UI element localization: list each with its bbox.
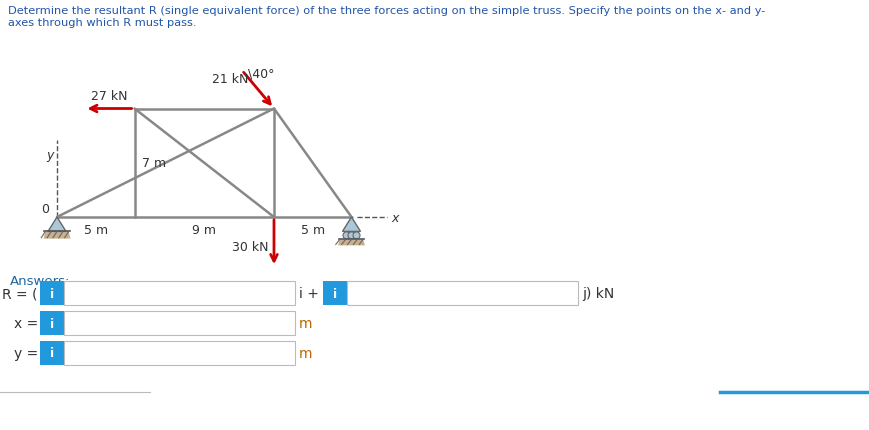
Text: 5 m: 5 m	[301, 224, 325, 236]
Text: i: i	[50, 347, 54, 359]
Text: Determine the resultant R (single equivalent force) of the three forces acting o: Determine the resultant R (single equiva…	[8, 6, 766, 16]
Text: m: m	[299, 346, 313, 360]
Text: m: m	[299, 316, 313, 330]
Text: 0: 0	[41, 203, 49, 215]
Text: 9 m: 9 m	[192, 224, 216, 236]
Polygon shape	[48, 218, 66, 232]
Text: x: x	[392, 211, 399, 224]
Circle shape	[353, 232, 360, 240]
Text: \40°: \40°	[248, 67, 275, 80]
Bar	[64, 311, 295, 335]
Bar	[40, 311, 64, 335]
Text: i +: i +	[299, 286, 319, 300]
Text: 5 m: 5 m	[83, 224, 108, 236]
Circle shape	[348, 232, 355, 240]
Bar	[40, 341, 64, 365]
Circle shape	[343, 232, 350, 240]
Bar	[40, 281, 64, 305]
Bar	[64, 341, 295, 365]
Text: axes through which R must pass.: axes through which R must pass.	[8, 18, 196, 28]
Text: i: i	[50, 317, 54, 330]
Text: 7 m: 7 m	[143, 157, 167, 170]
Polygon shape	[342, 218, 361, 232]
Polygon shape	[338, 240, 365, 246]
Text: y =: y =	[14, 346, 38, 360]
Bar	[323, 281, 347, 305]
Text: 21 kN: 21 kN	[212, 73, 249, 86]
Text: x =: x =	[14, 316, 38, 330]
Polygon shape	[43, 232, 70, 239]
Bar	[347, 281, 578, 305]
Text: i: i	[50, 287, 54, 300]
Text: y: y	[47, 149, 54, 162]
Text: 30 kN: 30 kN	[233, 241, 269, 254]
Bar	[64, 281, 295, 305]
Text: i: i	[333, 287, 337, 300]
Text: R = (: R = (	[3, 286, 38, 300]
Text: 27 kN: 27 kN	[91, 89, 128, 102]
Text: Answers:: Answers:	[10, 274, 70, 287]
Text: j) kN: j) kN	[582, 286, 614, 300]
